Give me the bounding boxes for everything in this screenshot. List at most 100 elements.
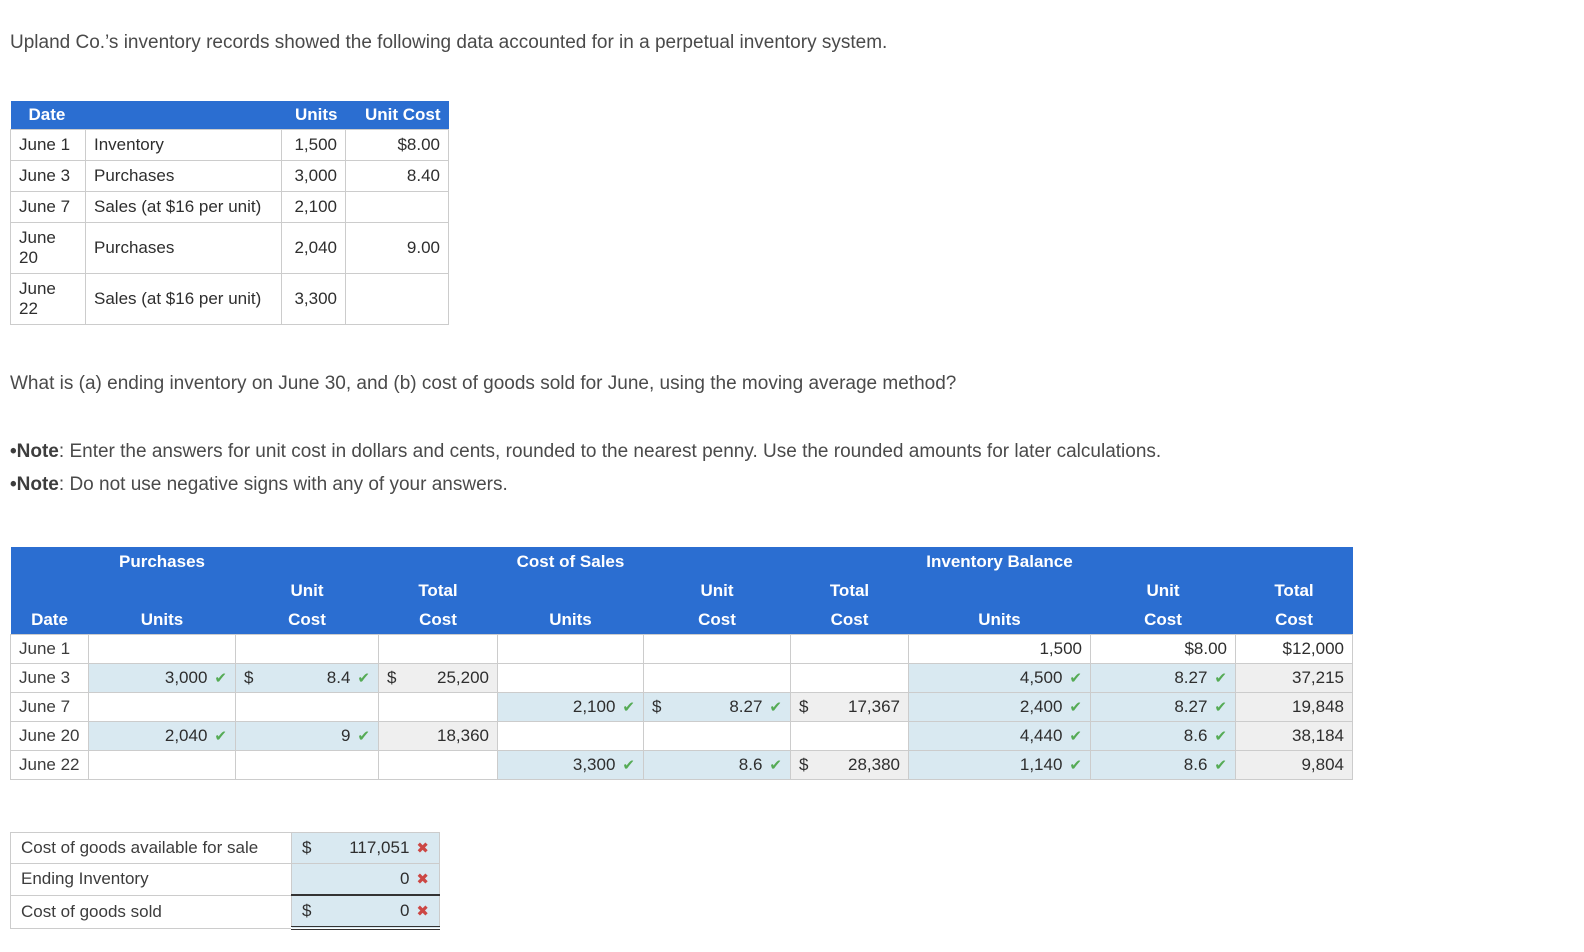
cell-value: 9 xyxy=(340,726,351,745)
worksheet-header-cell: Date xyxy=(10,605,89,635)
answer-input-cell[interactable]: 1,140 ✔ xyxy=(908,750,1091,780)
cell-content: 18,360 xyxy=(387,726,489,746)
answer-input-cell[interactable]: 2,100 ✔ xyxy=(497,692,644,722)
summary-value: 0 xyxy=(399,901,410,920)
calculated-cell: 37,215 xyxy=(1235,663,1353,693)
record-unit-cost: 9.00 xyxy=(345,222,449,274)
cell-content: $8.4 ✔ xyxy=(244,668,370,688)
worksheet-header-spacer xyxy=(908,576,1091,605)
cell-value: 1,500 xyxy=(1039,639,1082,658)
answer-input-cell[interactable]: 4,500 ✔ xyxy=(908,663,1091,693)
record-date: June 20 xyxy=(10,222,86,274)
cell-content: 2,040 ✔ xyxy=(97,726,227,746)
record-unit-cost xyxy=(345,191,449,223)
record-units: 3,300 xyxy=(281,273,346,325)
dollar-sign: $ xyxy=(799,755,809,774)
empty-cell xyxy=(235,634,379,664)
records-header-row: Date Units Unit Cost xyxy=(10,101,449,130)
summary-value: 0 xyxy=(399,869,410,888)
calculated-cell: 19,848 xyxy=(1235,692,1353,722)
note-word: Note xyxy=(16,474,59,495)
worksheet-header-cell: Purchases xyxy=(88,547,236,576)
records-row: June 3 Purchases 3,000 8.40 xyxy=(10,160,449,192)
cell-content: 0 ✖ xyxy=(302,869,429,889)
answer-input-cell[interactable]: $8.27 ✔ xyxy=(643,692,791,722)
cell-content: $0 ✖ xyxy=(302,901,429,921)
cell-value: 3,000 xyxy=(164,668,208,687)
cell-value: 1,140 xyxy=(1019,755,1063,774)
worksheet-row: June 22 3,300 ✔ 8.6 ✔ $28,380 1,140 ✔ 8.6 ✔ 9,804 xyxy=(10,750,1353,780)
answer-input-cell[interactable]: 2,400 ✔ xyxy=(908,692,1091,722)
check-icon: ✔ xyxy=(357,727,370,745)
empty-cell xyxy=(643,663,791,693)
summary-answer-cell[interactable]: $0 ✖ xyxy=(291,894,440,930)
notes-block: •Note: Enter the answers for unit cost i… xyxy=(10,435,1574,501)
worksheet-table: Purchases Cost of Sales Inventory Balance U… xyxy=(10,547,1353,780)
summary-label: Cost of goods sold xyxy=(10,894,292,929)
worksheet-header-row: Date Units Cost Cost Units Cost Cost Units Cost C… xyxy=(10,605,1353,635)
records-row: June 1 Inventory 1,500 $8.00 xyxy=(10,129,449,161)
worksheet-date-cell: June 1 xyxy=(10,634,89,664)
records-row: June 7 Sales (at $16 per unit) 2,100 xyxy=(10,191,449,223)
worksheet-header-cell: Cost xyxy=(1235,605,1353,635)
worksheet-header-row: Unit Total Unit Total Unit Total xyxy=(10,576,1353,605)
check-icon: ✔ xyxy=(1069,669,1082,687)
answer-input-cell[interactable]: 8.6 ✔ xyxy=(1090,721,1236,751)
worksheet-header-cell: Total xyxy=(790,576,909,605)
empty-cell xyxy=(378,634,498,664)
answer-input-cell[interactable]: 4,440 ✔ xyxy=(908,721,1091,751)
worksheet-header-cell: Cost of Sales xyxy=(497,547,644,576)
answer-input-cell[interactable]: 9 ✔ xyxy=(235,721,379,751)
record-unit-cost xyxy=(345,273,449,325)
cell-content: 37,215 xyxy=(1244,668,1344,688)
answer-input-cell[interactable]: 8.6 ✔ xyxy=(643,750,791,780)
worksheet-date-cell: June 7 xyxy=(10,692,89,722)
given-value-cell: $12,000 xyxy=(1235,634,1353,664)
worksheet-table-body: June 1 1,500 $8.00 $12,000 June 3 3,000 ✔ $8.4 ✔… xyxy=(10,634,1353,780)
cell-value: $8.00 xyxy=(1184,639,1227,658)
note-label: •Note xyxy=(10,474,59,495)
check-icon: ✔ xyxy=(1069,756,1082,774)
cell-value: 3,300 xyxy=(572,755,616,774)
cell-content: 9,804 xyxy=(1244,755,1344,775)
check-icon: ✔ xyxy=(1069,698,1082,716)
worksheet-header-cell: Inventory Balance xyxy=(908,547,1091,576)
cell-content: $8.00 xyxy=(1099,639,1227,659)
answer-input-cell[interactable]: 8.6 ✔ xyxy=(1090,750,1236,780)
answer-input-cell[interactable]: 2,040 ✔ xyxy=(88,721,236,751)
cross-icon: ✖ xyxy=(416,902,429,920)
dollar-sign: $ xyxy=(244,668,254,687)
summary-answer-cell[interactable]: $117,051 ✖ xyxy=(291,832,440,864)
records-header-date: Date xyxy=(10,101,282,130)
worksheet-header-spacer xyxy=(235,547,379,576)
cell-value: 17,367 xyxy=(848,697,900,716)
answer-input-cell[interactable]: 3,000 ✔ xyxy=(88,663,236,693)
record-unit-cost: 8.40 xyxy=(345,160,449,192)
records-row: June 20 Purchases 2,040 9.00 xyxy=(10,222,449,274)
cell-value: 8.27 xyxy=(1174,668,1208,687)
note-word: Note xyxy=(16,441,59,462)
answer-input-cell[interactable]: $8.4 ✔ xyxy=(235,663,379,693)
empty-cell xyxy=(497,663,644,693)
worksheet-date-cell: June 22 xyxy=(10,750,89,780)
summary-label: Cost of goods available for sale xyxy=(10,832,292,864)
empty-cell xyxy=(88,634,236,664)
dollar-sign: $ xyxy=(652,697,662,716)
answer-input-cell[interactable]: 3,300 ✔ xyxy=(497,750,644,780)
cell-value: 8.6 xyxy=(1183,755,1208,774)
check-icon: ✔ xyxy=(622,756,635,774)
answer-input-cell[interactable]: 8.27 ✔ xyxy=(1090,692,1236,722)
cell-content: $25,200 xyxy=(387,668,489,688)
cell-value: 9,804 xyxy=(1301,755,1344,774)
answer-input-cell[interactable]: 8.27 ✔ xyxy=(1090,663,1236,693)
worksheet-header-spacer xyxy=(1090,547,1236,576)
summary-answer-cell[interactable]: 0 ✖ xyxy=(291,863,440,896)
check-icon: ✔ xyxy=(622,698,635,716)
worksheet-date-cell: June 3 xyxy=(10,663,89,693)
records-table-header: Date Units Unit Cost xyxy=(10,101,449,130)
summary-row: Cost of goods sold $0 ✖ xyxy=(10,894,440,930)
record-description: Sales (at $16 per unit) xyxy=(85,191,282,223)
cell-content: 8.27 ✔ xyxy=(1099,697,1227,717)
records-row: June 22 Sales (at $16 per unit) 3,300 xyxy=(10,273,449,325)
check-icon: ✔ xyxy=(214,669,227,687)
